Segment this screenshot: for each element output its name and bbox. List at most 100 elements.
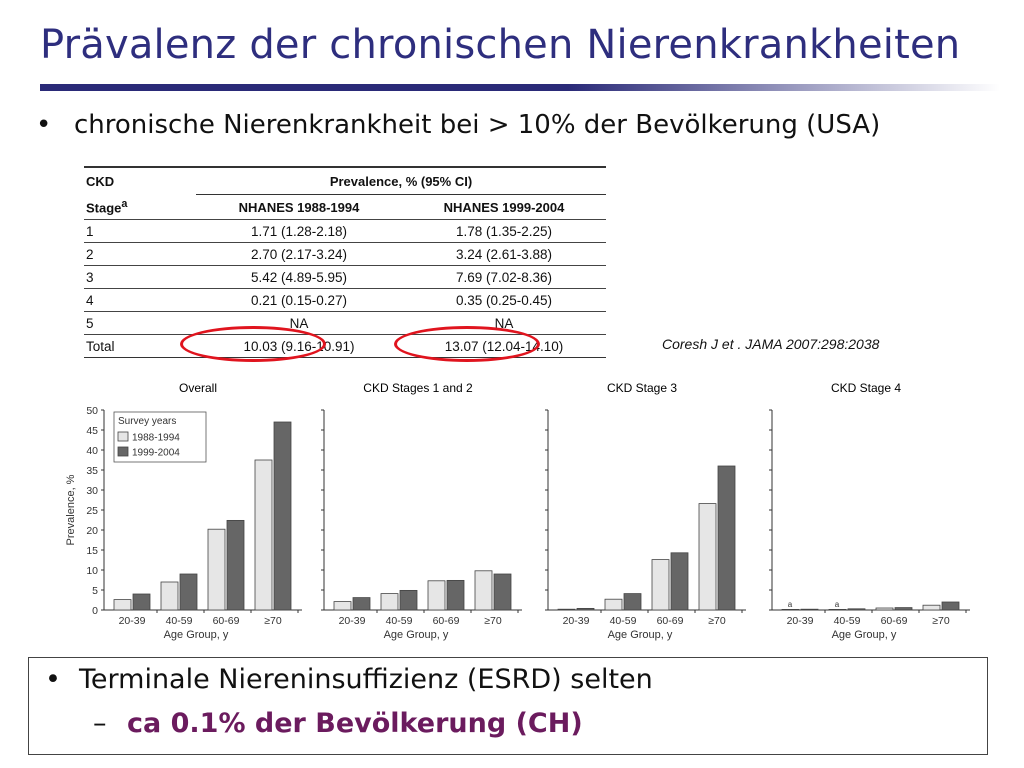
x-axis-label: Age Group, y	[164, 629, 229, 641]
x-tick-label: 60-69	[433, 615, 460, 627]
x-tick-label: 60-69	[881, 615, 908, 627]
bar-1999-2004	[717, 465, 736, 611]
y-tick-label: 20	[86, 525, 98, 537]
bar-1999-2004	[623, 593, 642, 611]
highlight-circle-1988	[180, 326, 326, 362]
col-header-1999: NHANES 1999-2004	[443, 199, 565, 215]
bar-annotation: a	[835, 600, 840, 609]
x-tick-label: 20-39	[563, 615, 590, 627]
x-tick-label: 20-39	[787, 615, 814, 627]
highlight-circle-1999	[394, 326, 540, 362]
x-tick-label: 20-39	[339, 615, 366, 627]
bar-1999-2004	[352, 597, 371, 611]
x-tick-label: 60-69	[657, 615, 684, 627]
x-tick-label: 40-59	[386, 615, 413, 627]
stage-footnote-mark: a	[121, 198, 128, 211]
bar-1999-2004	[670, 552, 689, 611]
value-1999-cell: 3.24 (2.61-3.88)	[402, 242, 606, 266]
bar-1988-1994	[875, 607, 894, 611]
stage-cell: 5	[84, 311, 196, 335]
col-header-1988: NHANES 1988-1994	[238, 199, 360, 215]
bar-1999-2004	[446, 579, 465, 611]
x-tick-label: ≥70	[708, 615, 726, 627]
legend-box	[113, 411, 207, 463]
dash-glyph: –	[93, 708, 107, 739]
bar-1999-2004	[800, 608, 819, 611]
bar-1999-2004	[399, 589, 418, 611]
bar-1988-1994	[333, 601, 352, 611]
stage-cell: Total	[84, 334, 196, 358]
y-tick-label: 25	[86, 505, 98, 517]
bar-1988-1994	[427, 580, 446, 611]
y-tick-label: 5	[92, 585, 98, 597]
x-tick-label: 20-39	[119, 615, 146, 627]
y-axis-label: Prevalence, %	[65, 474, 77, 545]
y-tick-label: 40	[86, 445, 98, 457]
bar-1999-2004	[576, 607, 595, 611]
value-1988-cell: 5.42 (4.89-5.95)	[196, 265, 402, 289]
x-tick-label: ≥70	[484, 615, 502, 627]
stage-header: Stagea	[86, 198, 128, 216]
title-divider	[40, 84, 1000, 91]
bar-1999-2004	[847, 608, 866, 611]
subbullet-ch-text: ca 0.1% der Bevölkerung (CH)	[127, 708, 583, 739]
bullet-glyph: •	[45, 664, 61, 695]
stage-cell: 1	[84, 219, 196, 243]
x-tick-label: 60-69	[213, 615, 240, 627]
bullet-text: chronische Nierenkrankheit bei > 10% der…	[74, 110, 881, 140]
y-tick-label: 50	[86, 405, 98, 417]
y-tick-label: 30	[86, 485, 98, 497]
group-header: Prevalence, % (95% CI)	[196, 167, 606, 195]
y-tick-label: 10	[86, 565, 98, 577]
bullet-esrd: • Terminale Niereninsuffizienz (ESRD) sel…	[45, 664, 653, 695]
table-row: 1 1.71 (1.28-2.18) 1.78 (1.35-2.25)	[84, 219, 606, 243]
bar-1988-1994	[557, 608, 576, 611]
stage-cell: 4	[84, 288, 196, 312]
esrd-box: • Terminale Niereninsuffizienz (ESRD) sel…	[28, 657, 988, 755]
bullet-ckd-prevalence: • chronische Nierenkrankheit bei > 10% de…	[36, 110, 880, 140]
legend-swatch	[117, 431, 129, 442]
chart-title: CKD Stage 3	[607, 381, 677, 395]
x-tick-label: ≥70	[264, 615, 282, 627]
legend-entry: 1988-1994	[132, 433, 180, 444]
stage-header-line1: CKD	[86, 173, 115, 189]
chart-title: CKD Stages 1 and 2	[363, 381, 473, 395]
x-tick-label: 40-59	[166, 615, 193, 627]
bar-1999-2004	[894, 607, 913, 611]
bar-1999-2004	[941, 601, 960, 611]
x-axis-label: Age Group, y	[608, 629, 673, 641]
bar-1999-2004	[226, 519, 245, 611]
y-tick-label: 15	[86, 545, 98, 557]
y-tick-label: 35	[86, 465, 98, 477]
x-tick-label: 40-59	[834, 615, 861, 627]
y-tick-label: 0	[92, 605, 98, 617]
subbullet-ch: – ca 0.1% der Bevölkerung (CH)	[93, 708, 583, 739]
value-1988-cell: 0.21 (0.15-0.27)	[196, 288, 402, 312]
value-1999-cell: 0.35 (0.25-0.45)	[402, 288, 606, 312]
bar-1999-2004	[493, 573, 512, 611]
bar-1988-1994	[651, 559, 670, 611]
bar-1988-1994	[474, 570, 493, 611]
x-tick-label: ≥70	[932, 615, 950, 627]
x-axis-label: Age Group, y	[384, 629, 449, 641]
bar-1999-2004	[273, 421, 292, 611]
page-title: Prävalenz der chronischen Nierenkrankhei…	[40, 22, 961, 68]
value-1988-cell: 1.71 (1.28-2.18)	[196, 219, 402, 243]
bullet-glyph: •	[36, 110, 52, 140]
bar-1988-1994	[922, 604, 941, 611]
legend-swatch	[117, 446, 129, 457]
chart-title: CKD Stage 4	[831, 381, 901, 395]
table-row: 2 2.70 (2.17-3.24) 3.24 (2.61-3.88)	[84, 242, 606, 266]
bar-annotation: a	[788, 600, 793, 609]
stage-cell: 3	[84, 265, 196, 289]
bar-1988-1994	[113, 599, 132, 611]
value-1999-cell: 1.78 (1.35-2.25)	[402, 219, 606, 243]
legend-entry: 1999-2004	[132, 448, 180, 459]
x-tick-label: 40-59	[610, 615, 637, 627]
bar-1988-1994	[604, 598, 623, 611]
bar-1988-1994	[781, 608, 800, 611]
value-1988-cell: 2.70 (2.17-3.24)	[196, 242, 402, 266]
bar-1999-2004	[132, 593, 151, 611]
table-row: 4 0.21 (0.15-0.27) 0.35 (0.25-0.45)	[84, 288, 606, 312]
table-row: 5 NA NA	[84, 311, 606, 335]
